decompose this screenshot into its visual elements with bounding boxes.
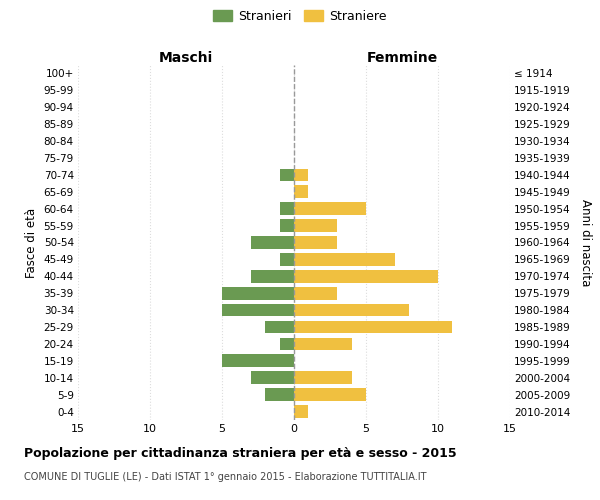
Bar bbox=[294, 168, 308, 181]
Bar bbox=[294, 220, 337, 232]
Y-axis label: Fasce di età: Fasce di età bbox=[25, 208, 38, 278]
Bar bbox=[294, 186, 308, 198]
Bar bbox=[294, 253, 395, 266]
Y-axis label: Anni di nascita: Anni di nascita bbox=[579, 199, 592, 286]
Bar bbox=[294, 236, 337, 249]
Bar bbox=[294, 338, 352, 350]
Bar bbox=[294, 372, 352, 384]
Bar bbox=[280, 253, 294, 266]
Bar bbox=[280, 338, 294, 350]
Bar bbox=[280, 202, 294, 215]
Bar bbox=[265, 388, 294, 401]
Bar bbox=[222, 304, 294, 316]
Bar bbox=[294, 405, 308, 418]
Bar bbox=[280, 168, 294, 181]
Text: Femmine: Femmine bbox=[367, 51, 437, 65]
Legend: Stranieri, Straniere: Stranieri, Straniere bbox=[209, 6, 391, 26]
Bar bbox=[251, 270, 294, 282]
Bar bbox=[280, 220, 294, 232]
Text: Maschi: Maschi bbox=[159, 51, 213, 65]
Bar bbox=[294, 388, 366, 401]
Bar bbox=[294, 270, 438, 282]
Bar bbox=[294, 320, 452, 334]
Bar bbox=[251, 372, 294, 384]
Bar bbox=[222, 354, 294, 367]
Text: COMUNE DI TUGLIE (LE) - Dati ISTAT 1° gennaio 2015 - Elaborazione TUTTITALIA.IT: COMUNE DI TUGLIE (LE) - Dati ISTAT 1° ge… bbox=[24, 472, 427, 482]
Bar bbox=[294, 287, 337, 300]
Bar bbox=[251, 236, 294, 249]
Bar bbox=[294, 304, 409, 316]
Bar bbox=[222, 287, 294, 300]
Text: Popolazione per cittadinanza straniera per età e sesso - 2015: Popolazione per cittadinanza straniera p… bbox=[24, 448, 457, 460]
Bar bbox=[294, 202, 366, 215]
Bar bbox=[265, 320, 294, 334]
